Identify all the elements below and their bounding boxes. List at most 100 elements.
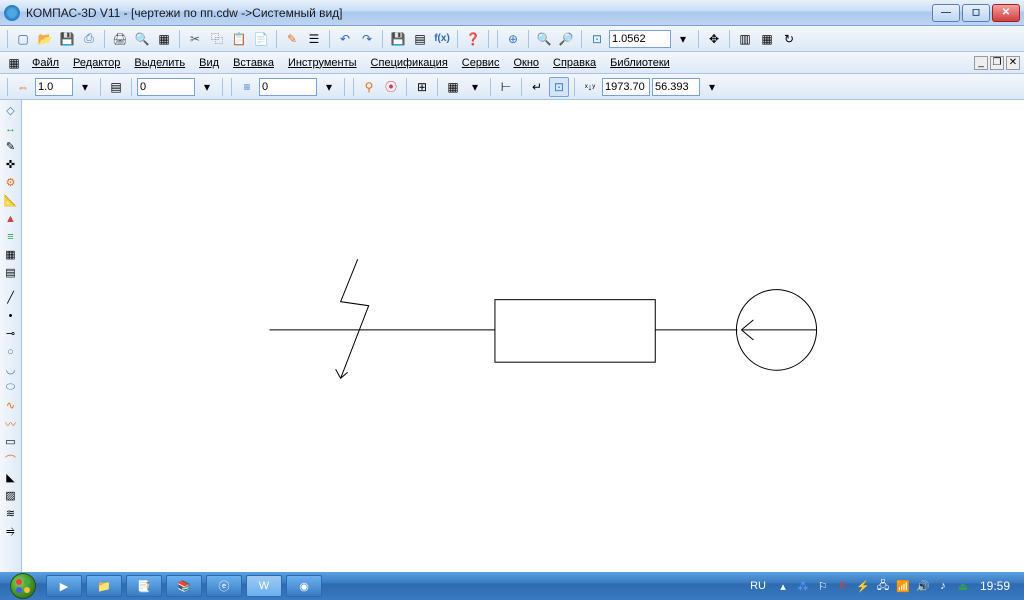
- grid-icon[interactable]: ⊞: [412, 77, 432, 97]
- tool-bezier[interactable]: 〰: [2, 415, 20, 432]
- tool-ellipse[interactable]: ⬭: [2, 379, 20, 396]
- zoom-all-button[interactable]: ⊕: [503, 29, 523, 49]
- grid-dropdown[interactable]: ▾: [465, 77, 485, 97]
- layer-dropdown[interactable]: ▾: [319, 77, 339, 97]
- menu-window[interactable]: Окно: [507, 55, 545, 71]
- start-button[interactable]: [4, 572, 42, 600]
- save-all-button[interactable]: ⎙: [79, 29, 99, 49]
- tool-lib[interactable]: ▤: [2, 264, 20, 281]
- redraw-button[interactable]: ↻: [779, 29, 799, 49]
- tray-power-icon[interactable]: ⚡: [856, 579, 870, 593]
- task-app1[interactable]: 📑: [126, 575, 162, 597]
- zoom-out-button[interactable]: 🔎: [556, 29, 576, 49]
- style-icon[interactable]: ▤: [106, 77, 126, 97]
- tray-flag-icon[interactable]: ⚐: [816, 579, 830, 593]
- plot-button[interactable]: ▦: [154, 29, 174, 49]
- tray-av-icon[interactable]: K: [836, 579, 850, 593]
- maximize-button[interactable]: ◻: [962, 4, 990, 22]
- open-button[interactable]: 📂: [35, 29, 55, 49]
- zoom-dropdown[interactable]: ▾: [673, 29, 693, 49]
- style-dropdown[interactable]: ▾: [197, 77, 217, 97]
- menu-insert[interactable]: Вставка: [227, 55, 280, 71]
- tray-note-icon[interactable]: ♪: [936, 579, 950, 593]
- menu-help[interactable]: Справка: [547, 55, 602, 71]
- tool-line[interactable]: ╱: [2, 289, 20, 306]
- properties-button[interactable]: ☰: [304, 29, 324, 49]
- tool-arc[interactable]: ◡: [2, 361, 20, 378]
- menu-icon[interactable]: ▦: [4, 53, 24, 73]
- tool-dim[interactable]: ↔: [2, 120, 20, 137]
- tool-equid[interactable]: ≋: [2, 505, 20, 522]
- tray-volume-icon[interactable]: 🔊: [916, 579, 930, 593]
- tray-safely-icon[interactable]: ⏏: [956, 579, 970, 593]
- tool-edit[interactable]: ✜: [2, 156, 20, 173]
- drawing-canvas[interactable]: [22, 100, 1024, 574]
- task-kompas[interactable]: ◉: [286, 575, 322, 597]
- language-indicator[interactable]: RU: [746, 580, 770, 592]
- tool-geom[interactable]: ◇: [2, 102, 20, 119]
- menu-file[interactable]: Файл: [26, 55, 65, 71]
- ortho-icon[interactable]: ⊢: [496, 77, 516, 97]
- zoom-window-button[interactable]: ⊡: [587, 29, 607, 49]
- view-button[interactable]: ▦: [757, 29, 777, 49]
- style-input[interactable]: [137, 78, 195, 96]
- step-icon[interactable]: ⇔: [13, 77, 33, 97]
- scale-input[interactable]: [35, 78, 73, 96]
- disk-button[interactable]: 💾: [388, 29, 408, 49]
- show-button[interactable]: ▥: [735, 29, 755, 49]
- tray-wifi-icon[interactable]: 📶: [896, 579, 910, 593]
- print-button[interactable]: 🖨: [110, 29, 130, 49]
- menu-service[interactable]: Сервис: [456, 55, 506, 71]
- menu-tools[interactable]: Инструменты: [282, 55, 363, 71]
- tool-hatch[interactable]: ▨: [2, 487, 20, 504]
- variables-button[interactable]: f(x): [432, 29, 452, 49]
- minimize-button[interactable]: —: [932, 4, 960, 22]
- cut-button[interactable]: ✂: [185, 29, 205, 49]
- mdi-restore[interactable]: ❐: [990, 56, 1004, 70]
- tool-aux[interactable]: ⊸: [2, 325, 20, 342]
- menu-libs[interactable]: Библиотеки: [604, 55, 676, 71]
- layer-input[interactable]: [259, 78, 317, 96]
- clock[interactable]: 19:59: [976, 579, 1014, 593]
- help-button[interactable]: ❓: [463, 29, 483, 49]
- tool-rect[interactable]: ▭: [2, 433, 20, 450]
- paste-button[interactable]: 📋: [229, 29, 249, 49]
- tool-param[interactable]: ⚙: [2, 174, 20, 191]
- tool-measure[interactable]: 📐: [2, 192, 20, 209]
- preview-button[interactable]: 🔍: [132, 29, 152, 49]
- coord-x-input[interactable]: [602, 78, 650, 96]
- brush-button[interactable]: ✎: [282, 29, 302, 49]
- grid2-icon[interactable]: ▦: [443, 77, 463, 97]
- task-explorer[interactable]: 📁: [86, 575, 122, 597]
- tool-views[interactable]: ▦: [2, 246, 20, 263]
- snap1-icon[interactable]: ⚲: [359, 77, 379, 97]
- coord-dropdown[interactable]: ▾: [702, 77, 722, 97]
- paste-special-button[interactable]: 📄: [251, 29, 271, 49]
- tool-select[interactable]: ▲: [2, 210, 20, 227]
- menu-spec[interactable]: Спецификация: [365, 55, 454, 71]
- tray-arrow-icon[interactable]: ▴: [776, 579, 790, 593]
- mdi-minimize[interactable]: _: [974, 56, 988, 70]
- layer-icon[interactable]: ≡: [237, 77, 257, 97]
- manager-button[interactable]: ▤: [410, 29, 430, 49]
- tool-spline[interactable]: ∿: [2, 397, 20, 414]
- new-button[interactable]: ▢: [13, 29, 33, 49]
- tray-bluetooth-icon[interactable]: ⁂: [796, 579, 810, 593]
- zoom-value-input[interactable]: [609, 30, 671, 48]
- undo-button[interactable]: ↶: [335, 29, 355, 49]
- coord-y-input[interactable]: [652, 78, 700, 96]
- tool-chamfer[interactable]: ◣: [2, 469, 20, 486]
- tool-text[interactable]: ✎: [2, 138, 20, 155]
- snap2-icon[interactable]: ⦿: [381, 77, 401, 97]
- scale-dropdown[interactable]: ▾: [75, 77, 95, 97]
- menu-select[interactable]: Выделить: [128, 55, 191, 71]
- pan-button[interactable]: ✥: [704, 29, 724, 49]
- snap-toggle-icon[interactable]: ⊡: [549, 77, 569, 97]
- task-wmp[interactable]: ▶: [46, 575, 82, 597]
- copy-button[interactable]: ⿻: [207, 29, 227, 49]
- tool-fillet[interactable]: ⌒: [2, 451, 20, 468]
- task-winrar[interactable]: 📚: [166, 575, 202, 597]
- round-icon[interactable]: ↵: [527, 77, 547, 97]
- close-button[interactable]: ✕: [992, 4, 1020, 22]
- tool-collect[interactable]: ⥤: [2, 523, 20, 540]
